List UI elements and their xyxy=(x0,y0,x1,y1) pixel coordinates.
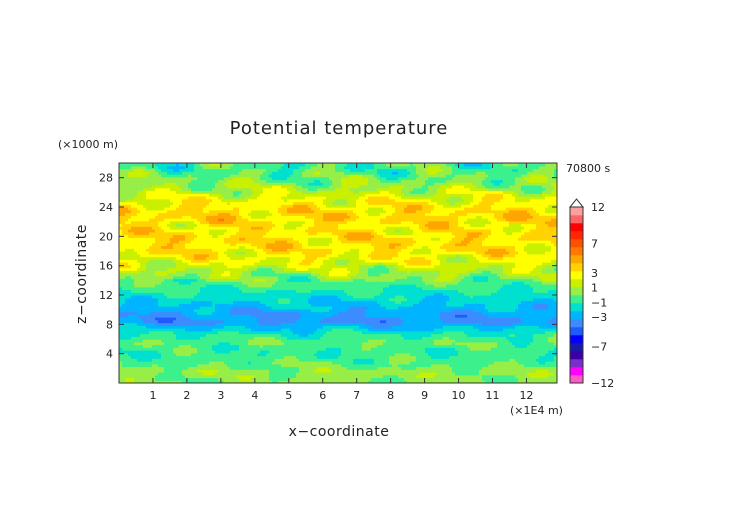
potential-temperature-field xyxy=(119,163,558,384)
time-label: 70800 s xyxy=(566,162,610,175)
chart-title: Potential temperature xyxy=(230,118,449,139)
y-unit-label: (×1000 m) xyxy=(58,138,118,151)
